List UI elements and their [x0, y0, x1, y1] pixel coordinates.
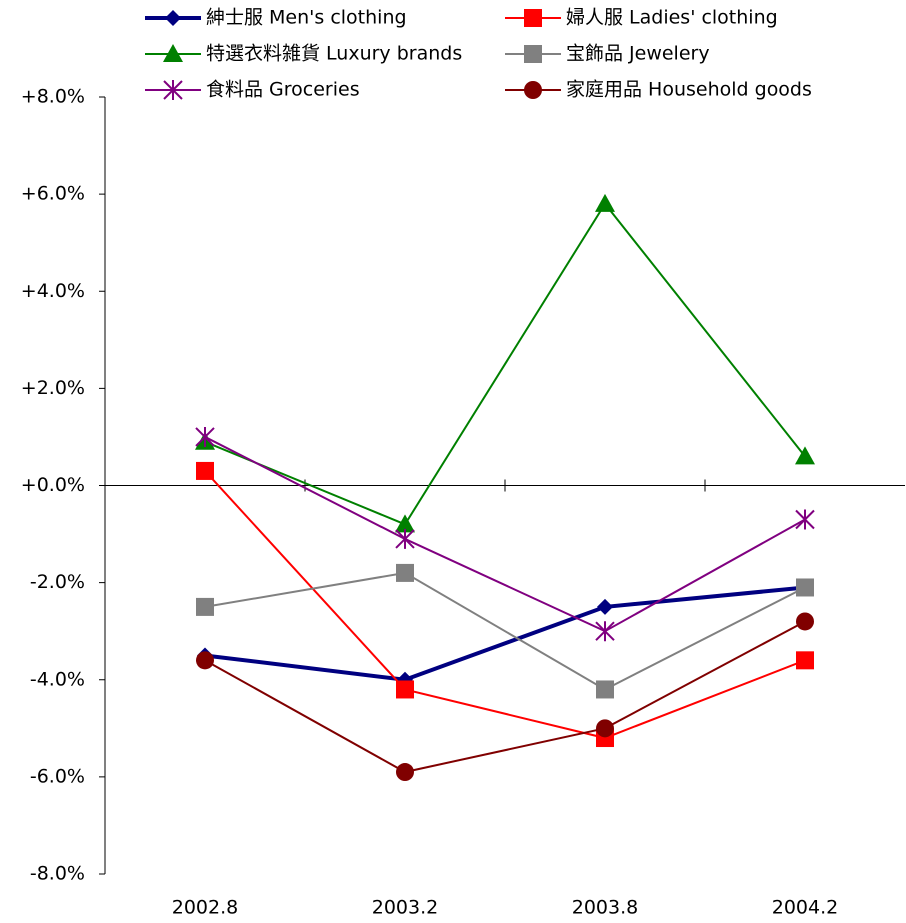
- data-point: [597, 598, 613, 615]
- y-tick-label: +4.0%: [21, 280, 85, 302]
- series-line: [204, 620, 806, 774]
- series-line: [204, 470, 806, 740]
- x-tick-label: 2002.8: [172, 897, 238, 919]
- data-point: [795, 509, 815, 530]
- data-point: [396, 563, 414, 582]
- legend-marker: [524, 9, 542, 27]
- data-point: [195, 426, 215, 447]
- data-point: [796, 612, 814, 631]
- legend-marker: [524, 81, 542, 99]
- y-tick-label: +2.0%: [21, 377, 85, 399]
- legend-label: 宝飾品 Jewelery: [566, 43, 710, 65]
- series-line: [204, 585, 806, 682]
- y-tick-label: +0.0%: [21, 474, 85, 496]
- data-point: [395, 528, 415, 549]
- y-tick-label: +6.0%: [21, 183, 85, 205]
- y-tick-label: -2.0%: [30, 571, 85, 593]
- data-point: [196, 597, 214, 616]
- y-tick-label: -6.0%: [30, 765, 85, 787]
- data-point: [396, 763, 414, 782]
- x-tick-label: 2004.2: [772, 897, 838, 919]
- data-point: [596, 680, 614, 699]
- legend-label: 特選衣料雑貨 Luxury brands: [206, 43, 462, 65]
- legend-marker: [163, 80, 183, 100]
- data-point: [596, 719, 614, 738]
- y-tick-label: -4.0%: [30, 668, 85, 690]
- data-point: [396, 680, 414, 699]
- series-line: [204, 436, 806, 633]
- legend-marker: [163, 44, 183, 62]
- y-tick-label: +8.0%: [21, 86, 85, 108]
- x-tick-label: 2003.2: [372, 897, 438, 919]
- x-tick-label: 2003.8: [572, 897, 638, 919]
- legend-marker: [165, 10, 181, 26]
- legend-label: 家庭用品 Household goods: [566, 79, 812, 101]
- y-tick-label: -8.0%: [30, 863, 85, 885]
- data-point: [196, 651, 214, 670]
- data-point: [595, 193, 615, 212]
- data-point: [795, 446, 815, 465]
- legend-label: 食料品 Groceries: [206, 79, 360, 101]
- legend-label: 婦人服 Ladies' clothing: [566, 7, 778, 29]
- data-point: [796, 651, 814, 670]
- data-point: [395, 514, 415, 533]
- legend-label: 紳士服 Men's clothing: [206, 7, 407, 29]
- legend-marker: [524, 45, 542, 63]
- series-line: [204, 571, 806, 691]
- data-point: [796, 578, 814, 597]
- data-point: [196, 461, 214, 480]
- series-line: [204, 202, 806, 526]
- data-point: [595, 621, 615, 642]
